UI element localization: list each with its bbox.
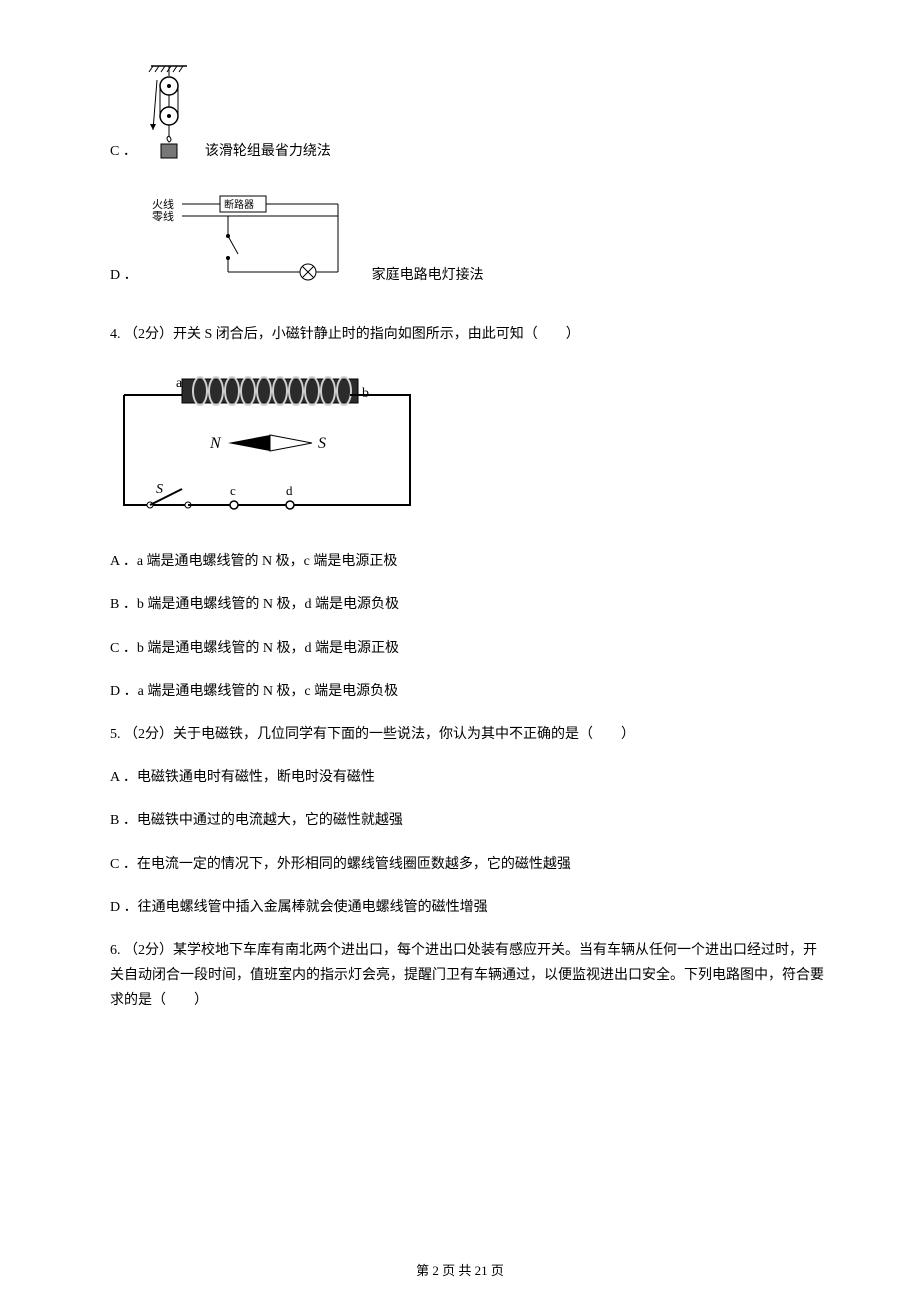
label-live: 火线: [152, 197, 174, 211]
q5-option-b: B ．电磁铁中通过的电流越大，它的磁性就越强: [90, 808, 830, 833]
q4-figure: a b N S S c d: [90, 365, 830, 521]
q3-option-c: C ．: [90, 60, 830, 164]
option-label: D ．: [110, 263, 138, 288]
q5-option-a: A ．电磁铁通电时有磁性，断电时没有磁性: [90, 765, 830, 790]
pulley-figure: [147, 60, 191, 164]
label-b: b: [362, 386, 369, 401]
q6-stem: 6. （2分）某学校地下车库有南北两个进出口，每个进出口处装有感应开关。当有车辆…: [90, 938, 830, 1014]
exam-page: C ．: [0, 0, 920, 1302]
label-a: a: [176, 376, 183, 391]
label-neutral: 零线: [152, 209, 174, 223]
q4-stem: 4. （2分）开关 S 闭合后，小磁针静止时的指向如图所示，由此可知（ ）: [90, 322, 830, 347]
option-text: 家庭电路电灯接法: [372, 263, 484, 288]
page-number: 第 2 页 共 21 页: [0, 1259, 920, 1282]
option-text: 该滑轮组最省力绕法: [205, 139, 331, 164]
label-d: d: [286, 483, 293, 498]
q5-stem: 5. （2分）关于电磁铁，几位同学有下面的一些说法，你认为其中不正确的是（ ）: [90, 722, 830, 747]
q3-option-d: D ． 火线 零线 断路器: [90, 192, 830, 288]
label-s-pole: S: [318, 435, 326, 452]
q5-option-c: C ．在电流一定的情况下，外形相同的螺线管线圈匝数越多，它的磁性越强: [90, 852, 830, 877]
label-c: c: [230, 483, 236, 498]
q4-option-d: D ．a 端是通电螺线管的 N 极，c 端是电源负极: [90, 679, 830, 704]
q4-option-b: B ．b 端是通电螺线管的 N 极，d 端是电源负极: [90, 592, 830, 617]
q5-option-d: D ．往通电螺线管中插入金属棒就会使通电螺线管的磁性增强: [90, 895, 830, 920]
compass-needle: N S: [209, 435, 326, 452]
label-breaker: 断路器: [224, 198, 254, 211]
household-circuit-figure: 火线 零线 断路器: [148, 192, 358, 288]
q4-option-c: C ．b 端是通电螺线管的 N 极，d 端是电源正极: [90, 636, 830, 661]
option-label: C ．: [110, 139, 137, 164]
label-n-pole: N: [209, 435, 222, 452]
q4-option-a: A ．a 端是通电螺线管的 N 极，c 端是电源正极: [90, 549, 830, 574]
label-switch-s: S: [156, 482, 163, 497]
